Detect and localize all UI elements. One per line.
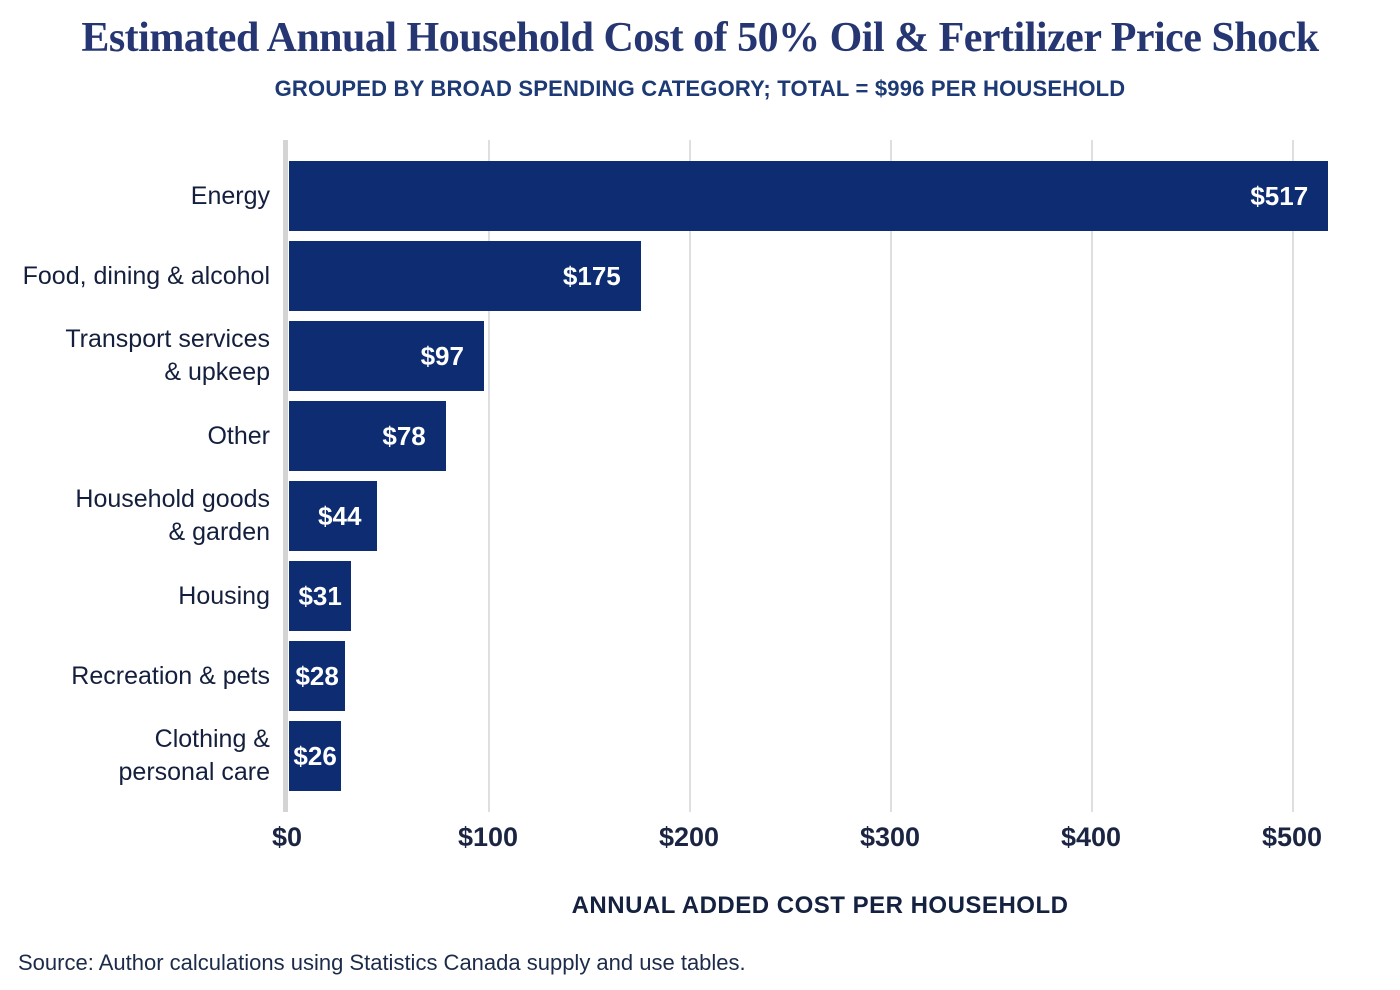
gridline-400 — [1091, 140, 1093, 812]
gridline-200 — [689, 140, 691, 812]
bar-transport-services-upkeep: $97 — [289, 321, 484, 391]
bar-row: Housing $31 — [0, 561, 1400, 631]
x-tick-label-0: $0 — [271, 822, 303, 852]
value-label: $517 — [1250, 180, 1309, 211]
bar-housing: $31 — [289, 561, 352, 631]
bar-energy: $517 — [289, 161, 1329, 231]
bar-row: Clothing & personal care $26 — [0, 721, 1400, 791]
value-label: $78 — [382, 420, 426, 451]
x-tick-label-500: $500 — [1261, 822, 1323, 852]
bar-row: Other $78 — [0, 401, 1400, 471]
bar-row: Recreation & pets $28 — [0, 641, 1400, 711]
bar-row: Household goods & garden $44 — [0, 481, 1400, 551]
value-label: $26 — [293, 740, 337, 771]
bar-row: Transport services & upkeep $97 — [0, 321, 1400, 391]
x-tick-label-400: $400 — [1060, 822, 1122, 852]
bar-household-goods-garden: $44 — [289, 481, 378, 551]
bar-other: $78 — [289, 401, 446, 471]
category-label: Clothing & personal care — [118, 725, 270, 786]
bar-recreation-pets: $28 — [289, 641, 346, 711]
category-label: Other — [207, 421, 270, 450]
category-label: Housing — [178, 581, 270, 610]
x-tick-label-100: $100 — [457, 822, 519, 852]
chart-title: Estimated Annual Household Cost of 50% O… — [81, 15, 1319, 61]
bar-clothing-personal-care: $26 — [289, 721, 342, 791]
category-label: Household goods & garden — [75, 485, 270, 546]
category-label: Food, dining & alcohol — [22, 261, 270, 290]
x-tick-label-200: $200 — [658, 822, 720, 852]
category-label: Recreation & pets — [71, 661, 270, 690]
gridline-100 — [488, 140, 490, 812]
value-label: $28 — [295, 660, 339, 691]
gridline-300 — [890, 140, 892, 812]
plot-area: Energy $517 Food, dining & alcohol $175 Tran… — [0, 140, 1400, 812]
y-axis-line — [283, 140, 288, 812]
source-note: Source: Author calculations using Statis… — [18, 950, 746, 975]
x-axis-label: ANNUAL ADDED COST PER HOUSEHOLD — [571, 892, 1069, 919]
bar-food-dining-alcohol: $175 — [289, 241, 641, 311]
value-label: $31 — [298, 580, 342, 611]
x-tick-label-300: $300 — [859, 822, 921, 852]
bar-row: Energy $517 — [0, 161, 1400, 231]
gridline-500 — [1292, 140, 1294, 812]
category-label: Transport services & upkeep — [65, 325, 270, 386]
value-label: $97 — [420, 340, 464, 371]
value-label: $44 — [318, 500, 362, 531]
category-label: Energy — [190, 181, 270, 210]
bar-row: Food, dining & alcohol $175 — [0, 241, 1400, 311]
value-label: $175 — [562, 260, 621, 291]
chart-subtitle: GROUPED BY BROAD SPENDING CATEGORY; TOTA… — [274, 76, 1126, 101]
